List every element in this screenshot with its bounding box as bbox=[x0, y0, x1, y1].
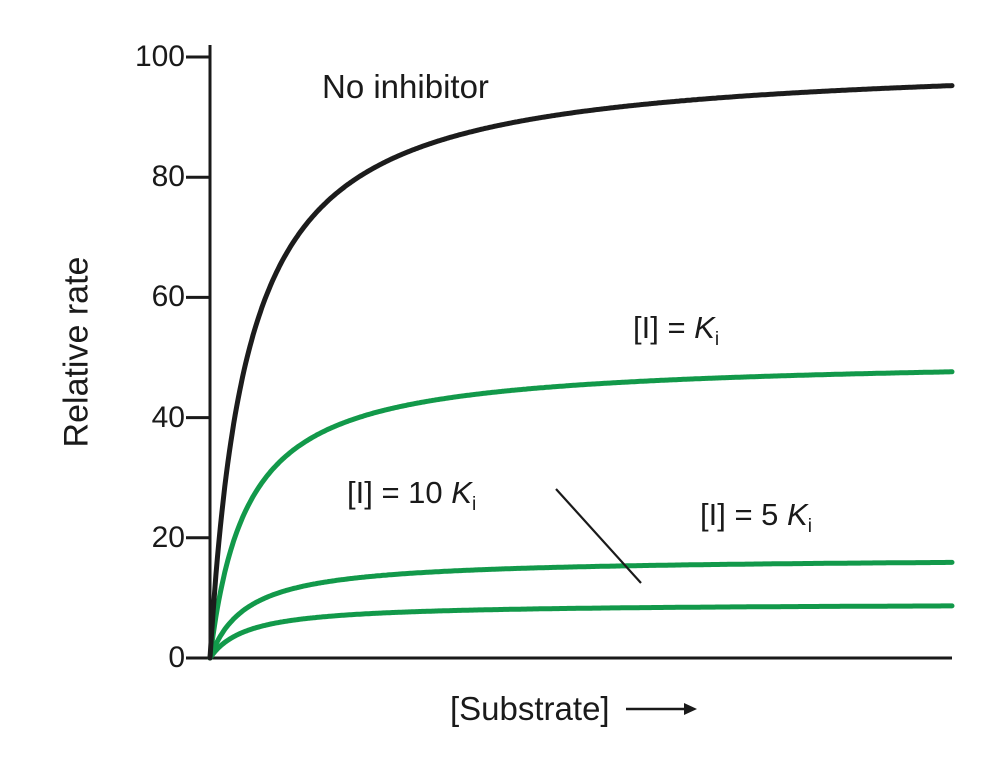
y-tick-label: 20 bbox=[151, 521, 185, 554]
curve-label-text: No inhibitor bbox=[322, 68, 489, 105]
y-tick-label: 0 bbox=[168, 641, 185, 674]
curve-label-10ki: [I] = 10 Ki bbox=[347, 475, 476, 516]
ki-symbol: K bbox=[694, 310, 715, 345]
x-axis-title: [Substrate] bbox=[450, 690, 698, 728]
y-tick-label: 60 bbox=[151, 280, 185, 313]
right-arrow-icon bbox=[625, 703, 697, 715]
x-axis-title-text: [Substrate] bbox=[450, 690, 610, 727]
y-tick-label: 80 bbox=[151, 160, 185, 193]
y-tick-label: 40 bbox=[151, 401, 185, 434]
curve-label-text: [I] = bbox=[633, 310, 695, 345]
curve-label-no-inhibitor: No inhibitor bbox=[322, 68, 489, 106]
curve-label-text: [I] = 10 bbox=[347, 475, 452, 510]
curve-label-5ki: [I] = 5 Ki bbox=[700, 497, 812, 538]
ki-subscript: i bbox=[807, 516, 812, 538]
callout-pointer-line bbox=[555, 488, 642, 584]
ki-symbol: K bbox=[787, 497, 808, 532]
ki-symbol: K bbox=[451, 475, 472, 510]
curve-label-text: [I] = 5 bbox=[700, 497, 788, 532]
y-axis-title: Relative rate bbox=[57, 256, 96, 448]
y-tick-label: 100 bbox=[134, 40, 185, 73]
curve-label-ki: [I] = Ki bbox=[633, 310, 719, 351]
ki-subscript: i bbox=[471, 494, 477, 516]
ki-subscript: i bbox=[714, 329, 720, 351]
